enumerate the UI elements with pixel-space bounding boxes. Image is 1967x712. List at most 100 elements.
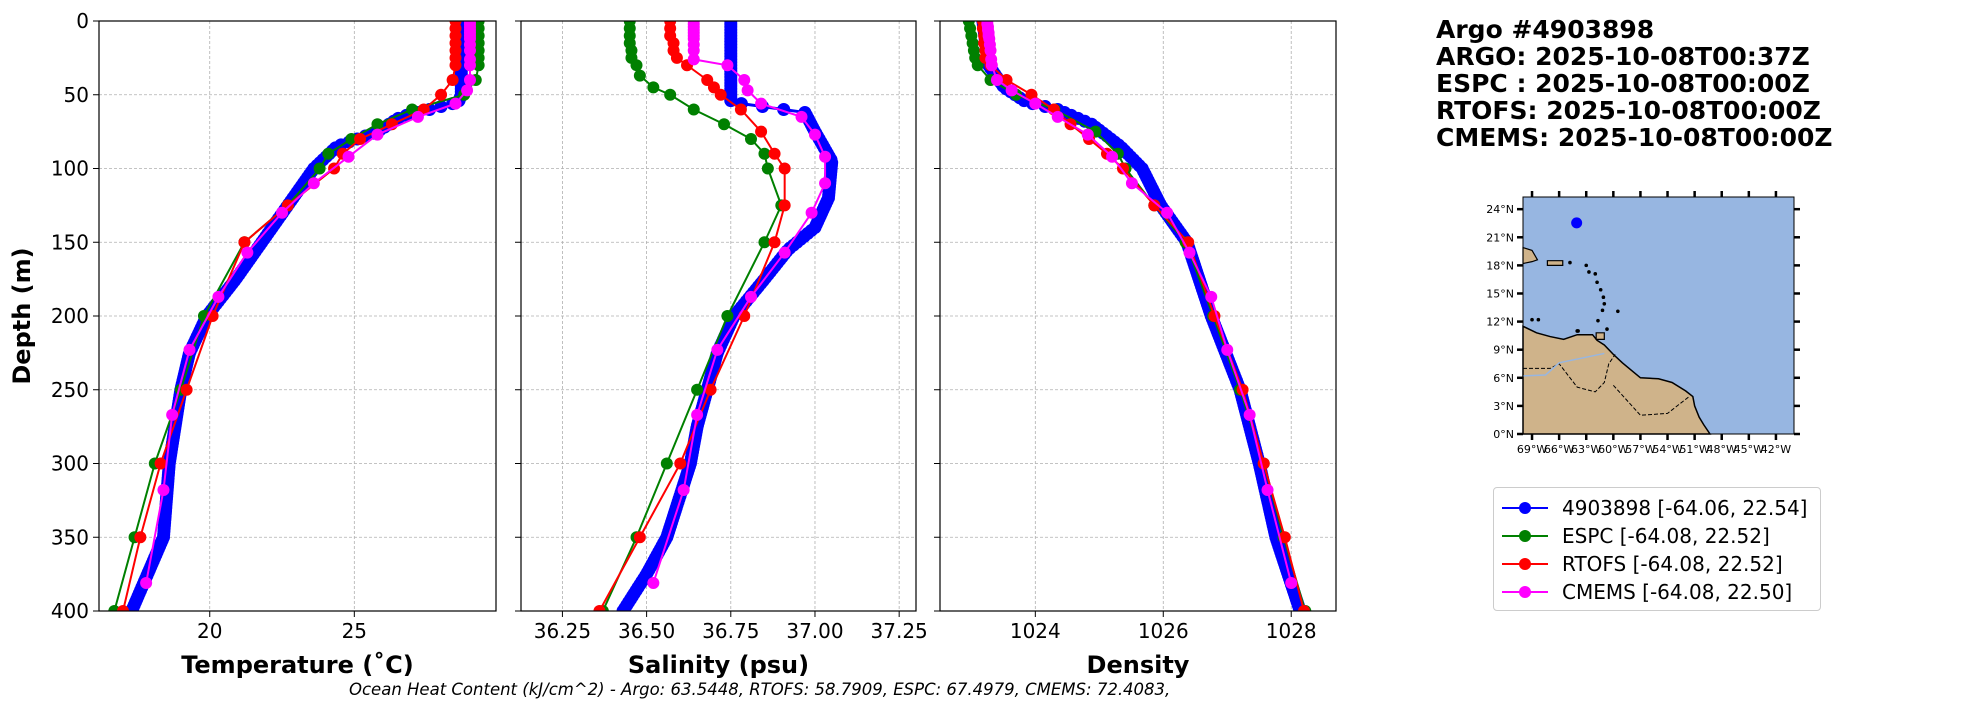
data-point: [755, 125, 768, 138]
data-point: [435, 88, 448, 101]
map-lon-label: 66°W: [1544, 443, 1574, 456]
map-lat-label: 15°N: [1486, 287, 1514, 300]
series-cmems: [647, 21, 832, 589]
data-point: [1221, 343, 1234, 356]
x-tick-label: 25: [342, 619, 367, 643]
data-point: [446, 74, 459, 86]
title-argo-time: ARGO: 2025-10-08T00:37Z: [1436, 42, 1810, 71]
data-point: [449, 97, 462, 110]
land-south-america: [1522, 325, 1712, 435]
data-point: [741, 84, 754, 97]
data-point: [616, 604, 630, 611]
y-tick-label: 50: [64, 83, 89, 107]
island: [1605, 327, 1609, 331]
island: [1568, 260, 1572, 265]
data-point: [449, 59, 462, 72]
legend-label: RTOFS [-64.08, 22.52]: [1562, 552, 1783, 576]
map-lat-label: 24°N: [1486, 203, 1514, 216]
map-lat-label: 12°N: [1486, 316, 1514, 329]
data-point: [677, 484, 690, 497]
island: [1536, 317, 1541, 322]
data-point: [322, 147, 335, 160]
map-lon-label: 54°W: [1652, 443, 1682, 456]
data-point: [1278, 531, 1291, 544]
data-point: [660, 457, 673, 470]
data-point: [819, 177, 832, 190]
y-tick-label: 300: [51, 452, 89, 476]
legend-marker-icon: [1502, 582, 1548, 602]
legend-label: 4903898 [-64.06, 22.54]: [1562, 496, 1808, 520]
island: [1601, 295, 1606, 300]
data-point: [734, 103, 747, 116]
data-point: [795, 110, 808, 123]
map-lat-label: 3°N: [1493, 400, 1514, 413]
data-point: [1116, 162, 1129, 175]
data-point: [1051, 110, 1064, 123]
data-point: [687, 53, 700, 66]
data-point: [472, 59, 485, 72]
data-point: [411, 110, 424, 123]
data-point: [1243, 408, 1256, 421]
axes-frame: [939, 20, 1337, 612]
data-point: [808, 128, 821, 141]
data-point: [134, 531, 147, 544]
y-tick-label: 250: [51, 378, 89, 402]
y-tick-label: 150: [51, 230, 89, 254]
data-point: [1005, 84, 1018, 97]
y-tick-label: 100: [51, 157, 89, 181]
series-cmems: [981, 21, 1298, 589]
data-point: [630, 59, 643, 72]
data-point: [778, 246, 791, 259]
data-point: [313, 162, 326, 175]
data-point: [238, 236, 251, 249]
data-point: [140, 576, 153, 589]
data-point: [744, 290, 757, 303]
data-point: [183, 343, 196, 356]
y-tick-label: 400: [51, 599, 89, 623]
legend-entry-espc: ESPC [-64.08, 22.52]: [1502, 522, 1812, 550]
x-tick-label: 36.25: [534, 619, 591, 643]
legend-marker-icon: [1502, 554, 1548, 574]
legend-marker-icon: [1502, 498, 1548, 518]
data-point: [1081, 128, 1094, 141]
island: [1530, 317, 1534, 322]
data-point: [819, 150, 832, 163]
data-point: [241, 246, 254, 259]
data-point: [463, 59, 476, 72]
series-group: [593, 21, 839, 611]
data-point: [345, 133, 358, 145]
map-lon-label: 42°W: [1761, 443, 1791, 456]
panel-0: 20 25050100150200250300350400Temperature …: [8, 9, 497, 679]
map-lon-label: 48°W: [1707, 443, 1737, 456]
data-point: [1261, 484, 1274, 497]
data-point: [463, 74, 476, 86]
title-rtofs-time: RTOFS: 2025-10-08T00:00Z: [1436, 96, 1821, 125]
map-lon-label: 60°W: [1598, 443, 1628, 456]
x-tick-label: 37.00: [786, 619, 843, 643]
island: [1598, 287, 1603, 292]
island: [1584, 263, 1589, 268]
data-point: [687, 44, 700, 57]
x-tick-label: 1024: [1010, 619, 1061, 643]
data-point: [354, 133, 367, 145]
data-point: [1000, 74, 1013, 86]
x-axis-label: Salinity (psu): [628, 651, 809, 679]
data-point: [1148, 199, 1161, 212]
data-point: [711, 343, 724, 356]
island: [1587, 270, 1591, 274]
axes-frame: [520, 20, 917, 612]
island: [1616, 309, 1620, 314]
title-float-id: Argo #4903898: [1436, 15, 1655, 44]
data-point: [1125, 177, 1138, 190]
data-point: [166, 408, 179, 421]
data-point: [761, 162, 774, 175]
data-point: [647, 81, 660, 94]
map-lat-label: 9°N: [1493, 344, 1514, 357]
data-point: [1205, 290, 1218, 303]
data-point: [633, 531, 646, 544]
y-axis-label: Depth (m): [8, 247, 36, 384]
data-point: [664, 88, 677, 101]
data-point: [154, 457, 167, 470]
data-point: [985, 59, 998, 72]
data-point: [633, 69, 646, 82]
